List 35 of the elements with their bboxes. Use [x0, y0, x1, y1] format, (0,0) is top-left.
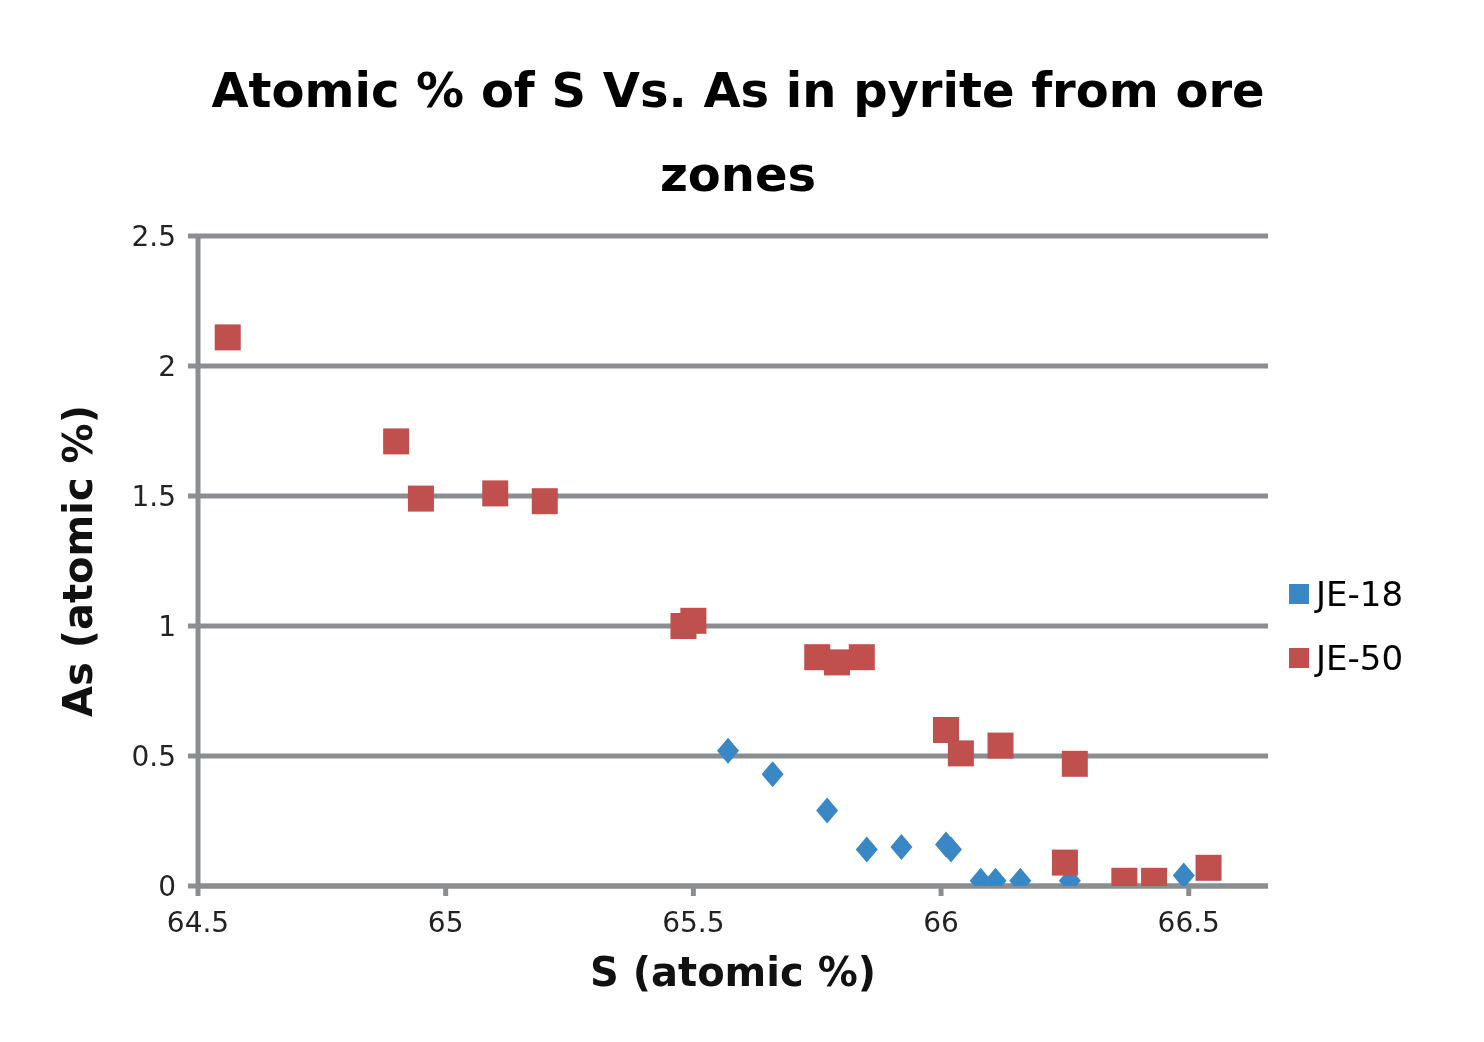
x-tick-label: 65	[427, 905, 464, 939]
point	[1195, 854, 1222, 881]
y-tick-label: 2	[158, 349, 176, 383]
point	[482, 480, 509, 507]
point	[987, 732, 1014, 759]
chart-title: Atomic % of S Vs. As in pyrite from ore zones	[210, 61, 1266, 204]
x-axis-title: S (atomic %)	[590, 949, 876, 995]
y-tick-label: 0.5	[131, 739, 176, 773]
point	[717, 737, 740, 764]
point	[407, 485, 434, 512]
y-tick-label: 2.5	[131, 219, 176, 253]
legend-label: JE-18	[1316, 574, 1404, 614]
x-tick-label: 64.5	[166, 905, 230, 939]
point	[890, 834, 913, 860]
point	[761, 761, 784, 788]
x-tick-label: 66	[923, 905, 959, 939]
point	[933, 717, 960, 743]
point	[947, 740, 974, 767]
point	[855, 836, 878, 863]
y-tick-label: 1	[158, 609, 176, 643]
point	[1061, 750, 1088, 777]
y-axis-title: As (atomic %)	[55, 405, 102, 717]
point	[816, 797, 839, 824]
point	[1051, 849, 1078, 876]
point	[383, 428, 410, 455]
x-tick-label: 65.5	[662, 905, 725, 939]
legend-label: JE-50	[1316, 638, 1404, 678]
point	[1172, 862, 1195, 886]
point	[848, 644, 875, 671]
y-tick-label: 1.5	[131, 479, 176, 513]
point	[531, 488, 558, 515]
y-tick-label: 0	[158, 869, 176, 903]
x-tick-label: 66.5	[1157, 905, 1220, 939]
point	[214, 324, 241, 351]
point	[939, 836, 962, 863]
